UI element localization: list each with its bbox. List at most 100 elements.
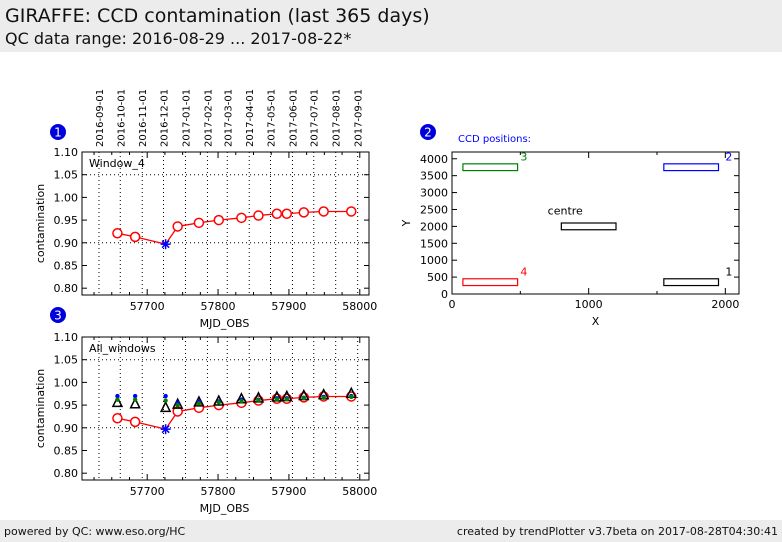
panel3-xtick-label: 58000 [342,485,377,498]
panel1-date-label: 2017-08-01 [332,89,343,147]
panel3-xlabel: MJD_OBS [200,502,250,515]
ccd-window-4 [462,278,519,287]
panel2-badge-label: 2 [424,126,432,140]
panel2-ytick-label: 2500 [420,203,448,216]
panel1-date-label: 2017-06-01 [288,89,299,147]
panel1-date-label: 2017-02-01 [203,89,214,147]
panel2-xlabel: X [592,315,600,328]
panel3-data-point [321,395,326,401]
panel2-xtick-label: 1000 [575,298,603,311]
ccd-window-2 [663,163,720,172]
panel1-data-point [213,214,225,226]
panel3-data-point [239,398,244,404]
panel3-ytick-label: 0.95 [54,399,79,412]
ccd-window-3-label: 3 [520,150,527,163]
panel3-data-point [175,402,180,408]
panel3-data-point [132,397,138,402]
panel3-xtick-label: 57900 [271,485,306,498]
panel3-data-point [129,416,141,428]
panel1-ylabel: contamination [34,184,47,263]
panel3-data-point [171,397,184,409]
header: GIRAFFE: CCD contamination (last 365 day… [0,0,782,52]
panel1-data-point [193,217,205,229]
panel2-ytick-label: 500 [427,271,448,284]
panel3-data-point [349,394,354,400]
ccd-window-1-label: 1 [725,265,732,278]
panel3-data-point [163,393,168,399]
panel3-data-point [301,396,307,401]
panel3-series-line [117,395,352,430]
panel1-frame [81,151,370,296]
panel2-xtick-label: 0 [449,298,456,311]
panel1-xlabel: MJD_OBS [200,317,250,330]
panel3-badge [50,307,66,323]
page-subtitle: QC data range: 2016-08-29 ... 2017-08-22… [5,29,352,48]
ccd-window-3 [462,163,519,172]
panel1-data-point [172,221,183,232]
panel1-data-point [298,207,310,218]
panel1-ytick-label: 1.10 [54,146,79,159]
panel1-legend-label: Window_4 [89,157,145,170]
panel1-date-label: 2017-07-01 [310,89,321,147]
panel1-ytick-label: 0.95 [54,214,79,227]
panel3-data-point [213,394,225,406]
panel1-date-label: 2017-01-01 [181,89,192,147]
panel1-xtick-label: 58000 [342,300,377,313]
panel3-data-point [284,396,289,402]
panel2-ytick-label: 4000 [420,153,448,166]
panel1-data-point [253,210,264,221]
panel1-data-point [281,208,293,219]
panel3-ytick-label: 0.80 [54,467,79,480]
panel2-xtick-label: 2000 [711,298,739,311]
panel2-ytick-label: 2000 [420,220,448,233]
panel3-ytick-label: 1.00 [54,376,79,389]
panel1-date-label: 2016-11-01 [138,89,149,147]
ccd-window-1 [663,278,720,287]
panel1-data-point [346,206,357,217]
panel1-data-point [129,231,141,243]
panel3-data-point [216,400,221,405]
ccd-window-centre [560,222,617,231]
panel3-data-point [111,395,124,408]
panel1-date-label: 2017-04-01 [245,89,256,147]
page-title: GIRAFFE: CCD contamination (last 365 day… [5,5,430,27]
panel3-xtick-label: 57800 [201,485,236,498]
panel1-date-label: 2016-12-01 [159,89,170,147]
panel3-data-point [159,400,172,413]
panel1-data-point [271,208,283,219]
panel1-date-label: 2016-09-01 [95,89,106,147]
panel2-ylabel: Y [400,219,413,227]
panel3-badge-label: 3 [54,309,62,323]
panel3-data-point [274,396,280,402]
panel3-data-point [132,393,138,399]
panel2-title: CCD positions: [458,134,531,145]
panel1-series-line [117,210,352,245]
panel1-xtick-label: 57900 [271,300,306,313]
ccd-window-4-label: 4 [520,265,527,278]
panel1-flagged-point [161,240,170,249]
panel1-date-label: 2017-05-01 [266,89,277,147]
panel3-data-point [193,395,205,407]
panel3-flagged-point [161,425,170,434]
panel3-ytick-label: 0.90 [54,422,79,435]
panel1-ytick-label: 1.00 [54,191,79,204]
panel3-xtick-label: 57700 [130,485,165,498]
panel3-ytick-label: 1.05 [54,354,79,367]
panel3-legend-label: All_windows [89,342,156,355]
panel2-frame [451,151,740,295]
panel3-ytick-label: 1.10 [54,331,79,344]
panel1-ytick-label: 0.90 [54,237,79,250]
panel3-data-point [163,398,168,403]
panel1-ytick-label: 1.05 [54,169,79,182]
panel3-data-point [129,397,141,409]
panel2-ytick-label: 3000 [420,187,448,200]
panel3-data-point [256,397,261,403]
ccd-window-centre-label: centre [548,205,583,218]
footer-powered-by: powered by QC: www.eso.org/HC [4,525,186,538]
panel3-ytick-label: 0.85 [54,444,79,457]
panel2-badge [420,124,436,140]
panel2-ytick-label: 1000 [420,254,448,267]
panel1-xtick-label: 57700 [130,300,165,313]
panel1-badge-label: 1 [54,126,62,140]
